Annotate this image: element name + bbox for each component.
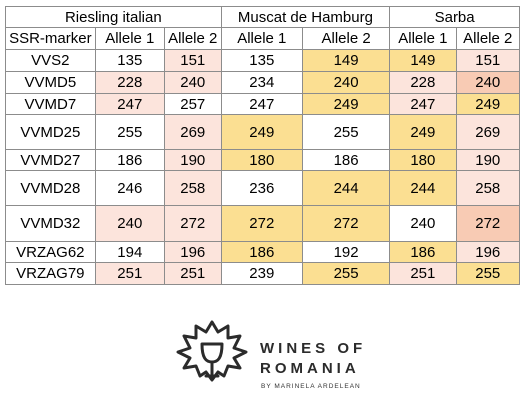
allele-cell: 234 [220, 71, 303, 94]
allele-cell: 196 [455, 241, 520, 263]
allele-cell: 244 [301, 170, 391, 206]
allele-cell: 194 [94, 241, 165, 263]
table-row: VRZAG62 194 196 186 192 186 196 [5, 241, 520, 263]
allele-cell: 255 [301, 114, 391, 150]
logo-line2: ROMANIA [260, 360, 360, 377]
sarba-allele1-header: Allele 1 [389, 27, 457, 50]
allele-cell: 272 [220, 205, 303, 242]
table-row: VVMD5 228 240 234 240 228 240 [5, 71, 520, 94]
allele-cell: 149 [389, 49, 457, 72]
column-header-row: SSR-marker Allele 1 Allele 2 Allele 1 Al… [5, 27, 520, 50]
allele-cell: 240 [301, 71, 391, 94]
allele-cell: 246 [94, 170, 165, 206]
allele-cell: 186 [301, 149, 391, 171]
group-header-muscat: Muscat de Hamburg [220, 6, 391, 28]
marker-cell: VRZAG79 [5, 262, 96, 285]
grape-leaf-wine-glass-icon [176, 320, 248, 382]
allele-cell: 186 [389, 241, 457, 263]
allele-cell: 186 [94, 149, 165, 171]
logo-line1: WINES OF [260, 340, 367, 357]
group-header-riesling: Riesling italian [5, 6, 222, 28]
group-header-row: Riesling italian Muscat de Hamburg Sarba [5, 6, 520, 28]
allele-cell: 196 [163, 241, 222, 263]
table-row: VVMD28 246 258 236 244 244 258 [5, 170, 520, 206]
marker-cell: VVS2 [5, 49, 96, 72]
sarba-allele2-header: Allele 2 [455, 27, 520, 50]
allele-cell: 240 [163, 71, 222, 94]
logo-subtitle: BY MARINELA ARDELEAN [261, 383, 361, 390]
allele-cell: 239 [220, 262, 303, 285]
allele-cell: 255 [94, 114, 165, 150]
allele-cell: 240 [389, 205, 457, 242]
allele-cell: 228 [94, 71, 165, 94]
allele-cell: 149 [301, 49, 391, 72]
allele-table: Riesling italian Muscat de Hamburg Sarba… [5, 6, 520, 285]
allele-cell: 240 [455, 71, 520, 94]
allele-cell: 272 [455, 205, 520, 242]
marker-cell: VVMD25 [5, 114, 96, 150]
allele-cell: 190 [163, 149, 222, 171]
allele-cell: 180 [389, 149, 457, 171]
allele-cell: 258 [455, 170, 520, 206]
allele-cell: 255 [301, 262, 391, 285]
allele-cell: 272 [301, 205, 391, 242]
muscat-allele1-header: Allele 1 [220, 27, 303, 50]
allele-cell: 249 [389, 114, 457, 150]
allele-cell: 257 [163, 93, 222, 115]
marker-cell: VRZAG62 [5, 241, 96, 263]
allele-cell: 251 [163, 262, 222, 285]
marker-cell: VVMD7 [5, 93, 96, 115]
allele-cell: 255 [455, 262, 520, 285]
allele-cell: 269 [455, 114, 520, 150]
allele-cell: 249 [220, 114, 303, 150]
allele-cell: 269 [163, 114, 222, 150]
allele-cell: 180 [220, 149, 303, 171]
allele-cell: 135 [94, 49, 165, 72]
allele-cell: 135 [220, 49, 303, 72]
allele-cell: 236 [220, 170, 303, 206]
riesling-allele2-header: Allele 2 [163, 27, 222, 50]
table-row: VVS2 135 151 135 149 149 151 [5, 49, 520, 72]
group-header-sarba: Sarba [389, 6, 520, 28]
allele-cell: 228 [389, 71, 457, 94]
allele-cell: 151 [455, 49, 520, 72]
allele-cell: 272 [163, 205, 222, 242]
marker-cell: VVMD27 [5, 149, 96, 171]
allele-cell: 247 [220, 93, 303, 115]
allele-cell: 249 [455, 93, 520, 115]
table-row: VVMD25 255 269 249 255 249 269 [5, 114, 520, 150]
allele-cell: 247 [94, 93, 165, 115]
allele-cell: 192 [301, 241, 391, 263]
marker-cell: VVMD28 [5, 170, 96, 206]
muscat-allele2-header: Allele 2 [301, 27, 391, 50]
marker-cell: VVMD5 [5, 71, 96, 94]
table-row: VVMD27 186 190 180 186 180 190 [5, 149, 520, 171]
riesling-allele1-header: Allele 1 [94, 27, 165, 50]
marker-cell: VVMD32 [5, 205, 96, 242]
allele-cell: 258 [163, 170, 222, 206]
allele-cell: 249 [301, 93, 391, 115]
allele-cell: 247 [389, 93, 457, 115]
allele-cell: 151 [163, 49, 222, 72]
allele-cell: 240 [94, 205, 165, 242]
allele-cell: 244 [389, 170, 457, 206]
table-row: VVMD32 240 272 272 272 240 272 [5, 205, 520, 242]
allele-cell: 251 [389, 262, 457, 285]
table-row: VVMD7 247 257 247 249 247 249 [5, 93, 520, 115]
wines-of-romania-logo: WINES OF ROMANIA BY MARINELA ARDELEAN [168, 318, 368, 402]
table-row: VRZAG79 251 251 239 255 251 255 [5, 262, 520, 285]
marker-column-header: SSR-marker [5, 27, 96, 50]
allele-cell: 251 [94, 262, 165, 285]
allele-cell: 186 [220, 241, 303, 263]
allele-cell: 190 [455, 149, 520, 171]
